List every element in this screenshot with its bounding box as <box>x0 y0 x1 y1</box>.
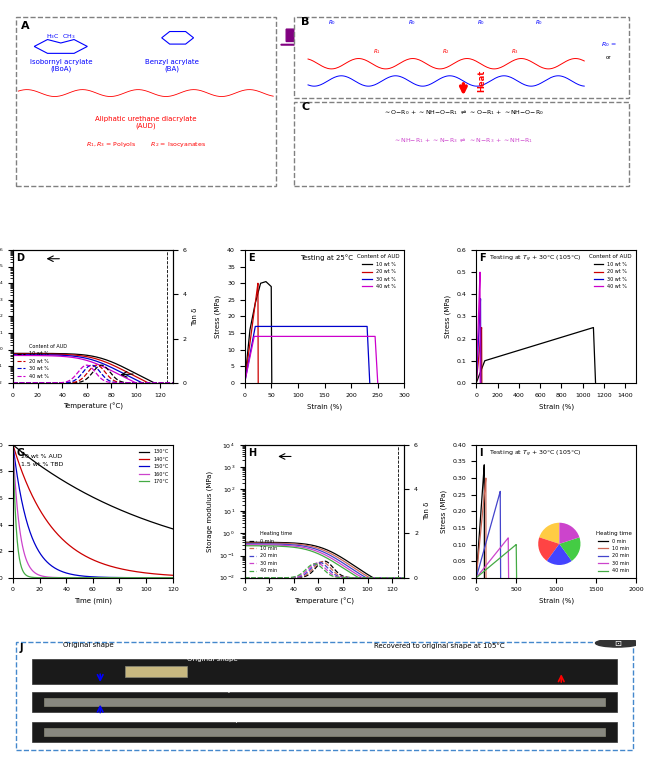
X-axis label: Time (min): Time (min) <box>74 598 112 604</box>
Text: $R_0$: $R_0$ <box>328 18 336 27</box>
Text: J: J <box>19 643 23 653</box>
Text: ⊡: ⊡ <box>614 639 621 647</box>
Legend: Content of AUD, 10 wt %, 20 wt %, 30 wt %, 40 wt %: Content of AUD, 10 wt %, 20 wt %, 30 wt … <box>16 342 69 380</box>
Text: Testing at $T_g$ + 30°C (105°C): Testing at $T_g$ + 30°C (105°C) <box>489 449 582 459</box>
Text: Original shape: Original shape <box>63 642 114 648</box>
X-axis label: Temperature (°C): Temperature (°C) <box>295 598 354 605</box>
Text: C: C <box>301 101 310 111</box>
Text: 20 wt % AUD: 20 wt % AUD <box>21 454 62 459</box>
Text: Heat: Heat <box>477 69 486 91</box>
Y-axis label: Tan δ: Tan δ <box>424 502 430 521</box>
Text: Testing at 25°C: Testing at 25°C <box>300 254 354 261</box>
FancyBboxPatch shape <box>44 698 605 706</box>
Legend: 130°C, 140°C, 150°C, 160°C, 170°C: 130°C, 140°C, 150°C, 160°C, 170°C <box>138 447 170 486</box>
Text: Testing at $T_g$ + 30°C (105°C): Testing at $T_g$ + 30°C (105°C) <box>489 254 582 264</box>
Y-axis label: Stress (MPa): Stress (MPa) <box>445 295 451 338</box>
X-axis label: Temperature (°C): Temperature (°C) <box>63 403 123 410</box>
Text: or: or <box>606 55 611 60</box>
Text: Isobornyl acrylate
(IBoA): Isobornyl acrylate (IBoA) <box>30 58 92 72</box>
Text: $R_2$: $R_2$ <box>442 48 450 56</box>
Text: D: D <box>16 253 24 263</box>
Legend: 10 wt %, 20 wt %, 30 wt %, 40 wt %: 10 wt %, 20 wt %, 30 wt %, 40 wt % <box>587 253 633 291</box>
Legend: 0 min, 10 min, 20 min, 30 min, 40 min: 0 min, 10 min, 20 min, 30 min, 40 min <box>594 529 633 575</box>
Text: Benzyl acrylate
(BA): Benzyl acrylate (BA) <box>145 58 199 72</box>
Text: G: G <box>16 448 24 458</box>
Legend: 10 wt %, 20 wt %, 30 wt %, 40 wt %: 10 wt %, 20 wt %, 30 wt %, 40 wt % <box>356 253 402 291</box>
Text: B: B <box>301 17 310 27</box>
Text: Stretched shape fixed at 25°C: Stretched shape fixed at 25°C <box>188 717 292 723</box>
Text: Aliphatic urethane diacrylate
(AUD): Aliphatic urethane diacrylate (AUD) <box>95 115 197 129</box>
Text: H: H <box>248 448 256 458</box>
Y-axis label: Stress (MPa): Stress (MPa) <box>215 295 221 338</box>
Text: 1.5 wt % TBD: 1.5 wt % TBD <box>21 462 64 467</box>
FancyBboxPatch shape <box>16 17 276 187</box>
Text: Original shape: Original shape <box>188 657 238 662</box>
FancyBboxPatch shape <box>125 666 188 677</box>
Text: $\mathrm{\sim O{-}R_0}$ + $\mathrm{\sim NH{-}O{-}R_1}$ $\rightleftharpoons$ $\ma: $\mathrm{\sim O{-}R_0}$ + $\mathrm{\sim … <box>383 108 544 118</box>
FancyBboxPatch shape <box>32 659 617 684</box>
Text: $R_0$: $R_0$ <box>476 18 485 27</box>
Text: F: F <box>480 253 486 263</box>
Text: A: A <box>21 21 30 31</box>
Text: $\mathrm{H_3C\ \ CH_3}$: $\mathrm{H_3C\ \ CH_3}$ <box>46 31 75 41</box>
Text: $R_0$ =: $R_0$ = <box>602 41 617 49</box>
Y-axis label: Tan δ: Tan δ <box>192 307 198 326</box>
X-axis label: Strain (%): Strain (%) <box>539 403 574 409</box>
Legend: Heating time, 0 min, 10 min, 20 min, 30 min, 40 min: Heating time, 0 min, 10 min, 20 min, 30 … <box>247 529 294 575</box>
Text: $R_0$: $R_0$ <box>535 18 543 27</box>
FancyBboxPatch shape <box>16 642 633 750</box>
FancyBboxPatch shape <box>294 17 629 98</box>
Text: Recovered to original shape at 105°C: Recovered to original shape at 105°C <box>374 642 505 649</box>
Y-axis label: Stress (MPa): Stress (MPa) <box>441 490 447 533</box>
Text: Stretched by 1500% at 105°C: Stretched by 1500% at 105°C <box>188 686 292 693</box>
Circle shape <box>596 639 639 647</box>
Text: $R_3$: $R_3$ <box>511 48 519 56</box>
Text: $R_0$: $R_0$ <box>408 18 415 27</box>
X-axis label: Strain (%): Strain (%) <box>307 403 342 409</box>
Text: I: I <box>480 448 483 458</box>
FancyBboxPatch shape <box>294 101 629 187</box>
X-axis label: Strain (%): Strain (%) <box>539 598 574 604</box>
Text: $R_1, R_3$ = Polyols        $R_2$ = Isocyanates: $R_1, R_3$ = Polyols $R_2$ = Isocyanates <box>86 140 206 149</box>
Y-axis label: Storage modulus (MPa): Storage modulus (MPa) <box>207 471 214 552</box>
FancyBboxPatch shape <box>44 728 605 737</box>
Text: $R_1$: $R_1$ <box>373 48 381 56</box>
Text: E: E <box>248 253 254 263</box>
FancyBboxPatch shape <box>32 722 617 743</box>
Text: UV: UV <box>288 31 301 40</box>
Text: $\mathrm{\sim NH{-}R_1}$ + $\mathrm{\sim N{-}R_3}$ $\rightleftharpoons$ $\mathrm: $\mathrm{\sim NH{-}R_1}$ + $\mathrm{\sim… <box>393 136 533 145</box>
FancyBboxPatch shape <box>32 692 617 712</box>
